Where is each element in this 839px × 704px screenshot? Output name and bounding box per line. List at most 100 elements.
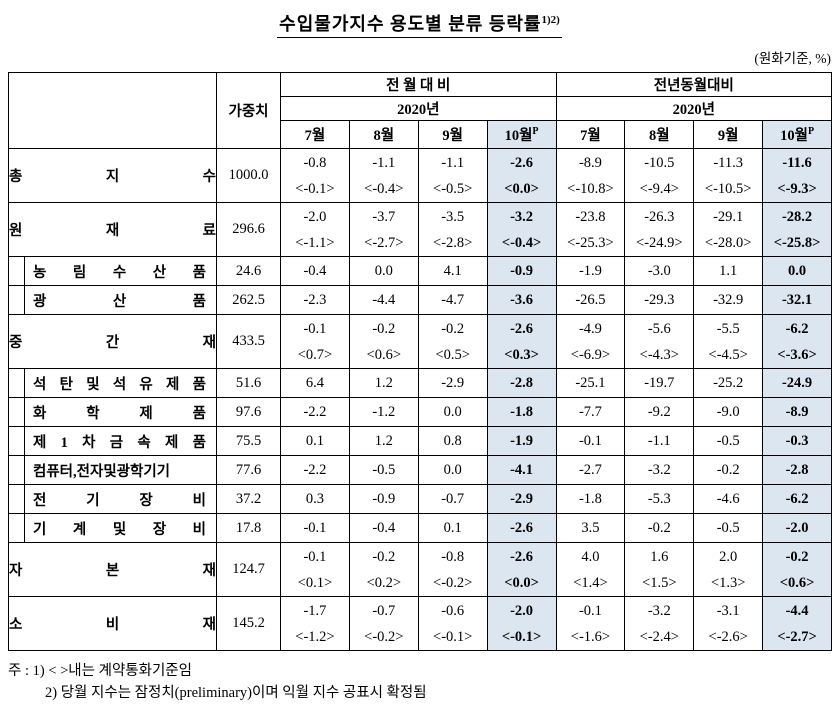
value-cell: -2.9: [486, 484, 557, 514]
value-cell: -0.5: [693, 513, 764, 543]
value-cell: -26.5: [555, 285, 626, 315]
col-header-month: 8월: [624, 120, 695, 149]
value-cell: -2.6: [486, 513, 557, 543]
value-cell: -25.1: [555, 368, 626, 398]
col-header-month: 10월P: [762, 120, 833, 149]
table-row: 화 학 제 품 97.6 -2.2 -1.2 0.0 -1.8 -7.7 -9.2 -9.0 -8…: [8, 397, 833, 427]
weight-value: 77.6: [216, 455, 281, 485]
row-indent-spacer: [8, 285, 25, 315]
value-cell: -5.5 <-4.5>: [693, 314, 764, 369]
value-cell: -11.6 <-9.3>: [762, 148, 833, 203]
value-cell: 0.1: [280, 426, 350, 456]
value-cell: -4.1: [486, 455, 557, 485]
col-header-month: 8월: [348, 120, 419, 149]
value-cell: -2.6 <0.0>: [486, 542, 557, 597]
value-cell: 4.0 <1.4>: [555, 542, 626, 597]
value-cell: 0.0: [417, 397, 488, 427]
row-label: 제 1 차 금 속 제 품: [24, 426, 217, 456]
value-cell: -0.2: [624, 513, 695, 543]
value-cell: -2.3: [280, 285, 350, 315]
value-cell: -9.0: [693, 397, 764, 427]
value-cell: -0.2 <0.6>: [762, 542, 833, 597]
weight-value: 75.5: [216, 426, 281, 456]
preliminary-marker: P: [807, 126, 815, 138]
table-row: 농 림 수 산 품 24.6 -0.4 0.0 4.1 -0.9 -1.9 -3.0 1.1 0.…: [8, 256, 833, 286]
title-row: 수입물가지수 용도별 분류 등락률1)2): [8, 10, 831, 38]
value-cell: -6.2 <-3.6>: [762, 314, 833, 369]
value-cell: -0.1 <0.7>: [280, 314, 350, 369]
table-row: 제 1 차 금 속 제 품 75.5 0.1 1.2 0.8 -1.9 -0.1 -1.1 -0…: [8, 426, 833, 456]
weight-value: 24.6: [216, 256, 281, 286]
year-header-yoy: 2020년: [555, 96, 833, 121]
value-cell: -19.7: [624, 368, 695, 398]
row-label: 화 학 제 품: [24, 397, 217, 427]
value-cell: -3.7 <-2.7>: [348, 202, 419, 257]
preliminary-marker: P: [532, 126, 539, 138]
value-cell: 6.4: [280, 368, 350, 398]
value-cell: -1.9: [486, 426, 557, 456]
value-cell: -0.6 <-0.1>: [417, 596, 488, 651]
value-cell: -1.9: [555, 256, 626, 286]
value-cell: -28.2 <-25.8>: [762, 202, 833, 257]
col-header-month: 9월: [417, 120, 488, 149]
value-cell: 0.0: [762, 256, 833, 286]
value-cell: -1.1: [624, 426, 695, 456]
value-cell: -0.2: [693, 455, 764, 485]
table-row: 소 비 재 145.2 -1.7 <-1.2> -0.7 <-0.2> -0.6 <-0.1>…: [8, 596, 833, 651]
table-corner-cell: [8, 72, 217, 149]
footnote-2: 2) 당월 지수는 잠정치(preliminary)이며 익월 지수 공표시 확…: [45, 685, 427, 701]
col-header-month: 7월: [280, 120, 350, 149]
page-title: 수입물가지수 용도별 분류 등락률1)2): [277, 10, 562, 38]
row-indent-spacer: [8, 426, 25, 456]
value-cell: -3.2 <-2.4>: [624, 596, 695, 651]
weight-value: 37.2: [216, 484, 281, 514]
col-header-weight: 가중치: [216, 72, 281, 149]
row-label: 총 지 수: [8, 148, 217, 203]
value-cell: 0.1: [417, 513, 488, 543]
value-cell: -4.4: [348, 285, 419, 315]
value-cell: -0.9: [486, 256, 557, 286]
value-cell: -5.3: [624, 484, 695, 514]
value-cell: -0.5: [693, 426, 764, 456]
value-cell: 3.5: [555, 513, 626, 543]
row-indent-spacer: [8, 513, 25, 543]
row-label: 기 계 및 장 비: [24, 513, 217, 543]
value-cell: -1.2: [348, 397, 419, 427]
row-label: 자 본 재: [8, 542, 217, 597]
value-cell: -2.8: [762, 455, 833, 485]
footnote-1: 주 : 1) < >내는 계약통화기준임: [8, 663, 192, 679]
value-cell: -2.0: [762, 513, 833, 543]
value-cell: 0.0: [417, 455, 488, 485]
header-row-year: 2020년 2020년: [9, 96, 833, 121]
table-row: 총 지 수 1000.0 -0.8 <-0.1> -1.1 <-0.4> -1.1 <-0.5…: [8, 148, 833, 203]
value-cell: -2.7: [555, 455, 626, 485]
value-cell: 0.8: [417, 426, 488, 456]
value-cell: -1.1 <-0.5>: [417, 148, 488, 203]
value-cell: -0.4: [348, 513, 419, 543]
page-title-text: 수입물가지수 용도별 분류 등락률: [279, 14, 542, 34]
value-cell: -7.7: [555, 397, 626, 427]
weight-value: 296.6: [216, 202, 281, 257]
value-cell: -2.2: [280, 397, 350, 427]
col-header-month: 9월: [693, 120, 764, 149]
value-cell: -0.1: [280, 513, 350, 543]
value-cell: -1.8: [555, 484, 626, 514]
value-cell: -0.8 <-0.1>: [280, 148, 350, 203]
header-row-months: 7월 8월 9월 10월P 7월 8월 9월 10월P: [9, 120, 833, 149]
value-cell: -3.1 <-2.6>: [693, 596, 764, 651]
value-cell: -0.3: [762, 426, 833, 456]
value-cell: -2.6 <0.0>: [486, 148, 557, 203]
row-indent-spacer: [8, 256, 25, 286]
price-index-table: 가중치 전 월 대 비 전년동월대비 2020년 2020년 7월 8월 9월 10월…: [8, 72, 833, 651]
value-cell: -1.7 <-1.2>: [280, 596, 350, 651]
col-header-month: 10월P: [486, 120, 557, 149]
table-row: 중 간 재 433.5 -0.1 <0.7> -0.2 <0.6> -0.2 <0.5> -2.…: [8, 314, 833, 369]
table-row: 기 계 및 장 비 17.8 -0.1 -0.4 0.1 -2.6 3.5 -0.2 -0.5-…: [8, 513, 833, 543]
row-label: 원 재 료: [8, 202, 217, 257]
value-cell: -0.8 <-0.2>: [417, 542, 488, 597]
value-cell: -2.0 <-1.1>: [280, 202, 350, 257]
weight-value: 433.5: [216, 314, 281, 369]
value-cell: -2.9: [417, 368, 488, 398]
value-cell: -0.5: [348, 455, 419, 485]
